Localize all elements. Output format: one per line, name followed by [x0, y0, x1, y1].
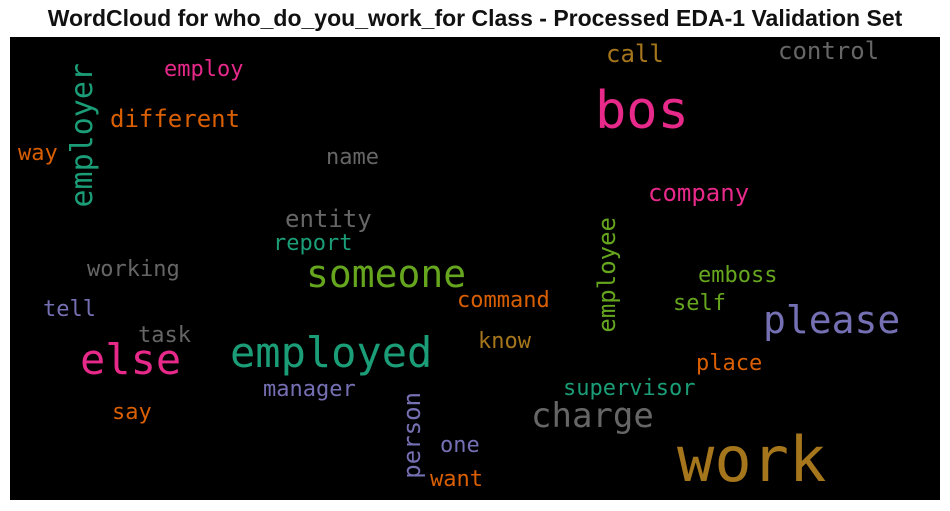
word-charge: charge [531, 396, 654, 436]
word-one: one [440, 433, 480, 458]
word-person: person [398, 392, 426, 479]
word-command: command [457, 288, 550, 313]
word-entity: entity [285, 205, 372, 233]
word-supervisor: supervisor [563, 376, 696, 401]
word-work: work [677, 423, 827, 496]
word-call: call [606, 40, 664, 68]
word-report: report [273, 231, 353, 256]
word-task: task [138, 323, 191, 348]
word-employed: employed [230, 328, 433, 377]
word-company: company [648, 179, 750, 207]
chart-title: WordCloud for who_do_you_work_for Class … [47, 5, 903, 31]
word-place: place [696, 351, 763, 376]
word-way: way [18, 141, 58, 166]
word-say: say [112, 400, 152, 425]
word-manager: manager [263, 377, 356, 402]
word-employee: employee [593, 217, 621, 333]
word-please: please [763, 298, 901, 342]
word-employ: employ [164, 57, 244, 82]
word-employer: employer [65, 63, 100, 208]
word-name: name [326, 145, 379, 170]
word-want: want [430, 467, 483, 492]
word-someone: someone [306, 252, 467, 296]
word-different: different [110, 105, 241, 133]
wordcloud-canvas: bos work employed else someone please charge em… [10, 37, 940, 500]
word-know: know [478, 329, 531, 354]
word-tell: tell [43, 297, 96, 322]
word-emboss: emboss [698, 263, 778, 288]
word-control: control [778, 37, 880, 65]
word-self: self [673, 291, 726, 316]
word-bos: bos [595, 81, 689, 141]
word-working: working [87, 257, 180, 282]
word-else: else [80, 335, 182, 384]
